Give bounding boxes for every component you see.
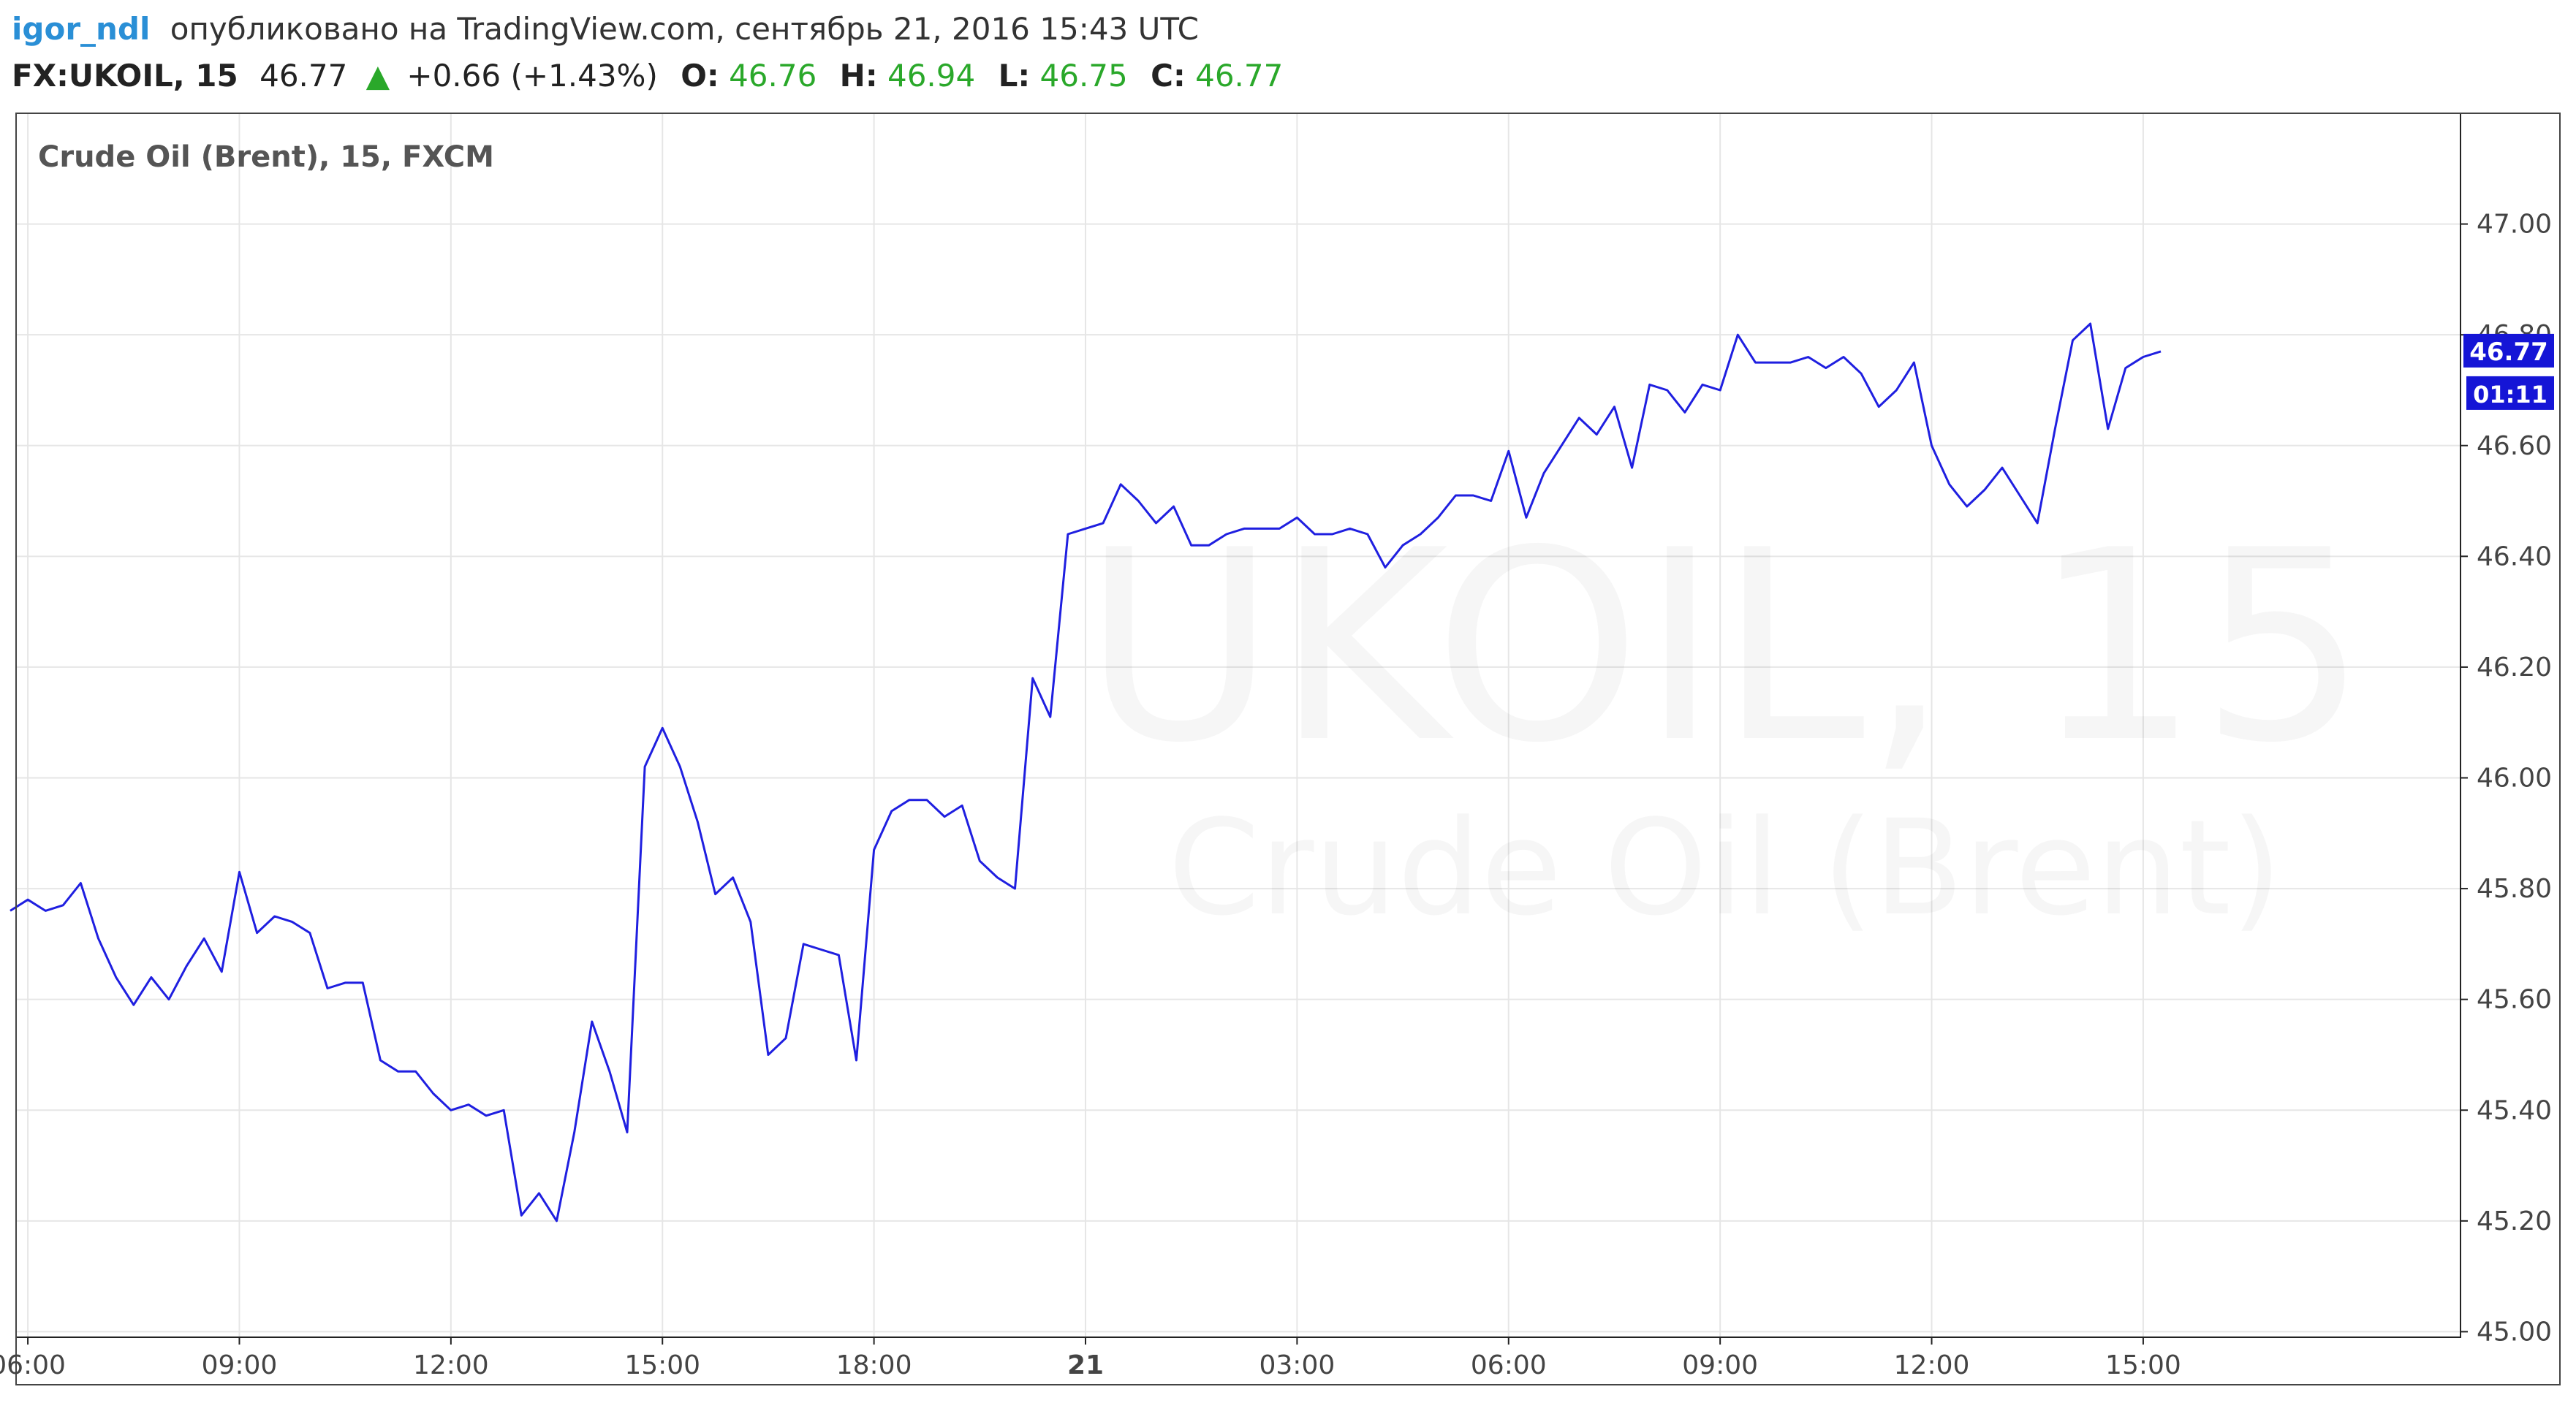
y-tick-label: 45.60 bbox=[2477, 985, 2552, 1015]
y-tick-label: 45.20 bbox=[2477, 1206, 2552, 1236]
price-tags: 46.77 01:11 bbox=[2463, 333, 2554, 410]
y-tick-label: 47.00 bbox=[2477, 210, 2552, 240]
close-label: C: bbox=[1151, 58, 1186, 94]
high-value: 46.94 bbox=[887, 58, 975, 94]
y-tick-label: 45.40 bbox=[2477, 1095, 2552, 1125]
y-tick-label: 46.20 bbox=[2477, 653, 2552, 683]
y-tick-label: 46.00 bbox=[2477, 764, 2552, 794]
countdown-label: 01:11 bbox=[2473, 381, 2547, 408]
up-arrow-icon: ▲ bbox=[366, 58, 390, 94]
y-tick-label: 45.00 bbox=[2477, 1317, 2552, 1347]
x-tick-label: 06:00 bbox=[0, 1350, 66, 1380]
low-value: 46.75 bbox=[1040, 58, 1128, 94]
close-value: 46.77 bbox=[1195, 58, 1283, 94]
last-price-tag bbox=[2463, 333, 2554, 368]
open-label: O: bbox=[681, 58, 719, 94]
published-text: опубликовано на TradingView.com, сентябр… bbox=[170, 11, 1199, 47]
author-link[interactable]: igor_ndl bbox=[12, 11, 150, 47]
grid bbox=[16, 113, 2461, 1337]
x-tick-label: 21 bbox=[1067, 1350, 1104, 1380]
x-tick-label: 09:00 bbox=[1682, 1350, 1758, 1380]
open-value: 46.76 bbox=[729, 58, 817, 94]
x-tick-label: 03:00 bbox=[1259, 1350, 1336, 1380]
y-tick-label: 46.60 bbox=[2477, 431, 2552, 461]
axes: 45.00 45.20 45.40 45.60 45.80 46.00 46.20 46.40… bbox=[0, 210, 2552, 1380]
x-tick-label: 12:00 bbox=[413, 1350, 489, 1380]
watermark-symbol: UKOIL, 15 bbox=[1083, 494, 2368, 800]
low-label: L: bbox=[999, 58, 1031, 94]
countdown-tag bbox=[2466, 376, 2554, 410]
high-label: H: bbox=[840, 58, 878, 94]
chart-title: Crude Oil (Brent), 15, FXCM bbox=[38, 140, 494, 174]
x-tick-label: 06:00 bbox=[1471, 1350, 1547, 1380]
y-tick-label: 45.80 bbox=[2477, 874, 2552, 904]
watermark-description: Crude Oil (Brent) bbox=[1168, 792, 2282, 945]
x-tick-label: 15:00 bbox=[2105, 1350, 2181, 1380]
series-line bbox=[10, 322, 2162, 1223]
header-line-1: igor_ndl опубликовано на TradingView.com… bbox=[12, 11, 1199, 47]
x-tick-label: 09:00 bbox=[202, 1350, 278, 1380]
y-tick-label: 46.40 bbox=[2477, 541, 2552, 571]
series-layer bbox=[10, 322, 2162, 1223]
x-tick-label: 15:00 bbox=[624, 1350, 700, 1380]
x-tick-label: 12:00 bbox=[1894, 1350, 1970, 1380]
last-price-label: 46.77 bbox=[2469, 338, 2548, 367]
x-tick-label: 18:00 bbox=[836, 1350, 912, 1380]
change-value: +0.66 (+1.43%) bbox=[406, 58, 657, 94]
chart-frame bbox=[15, 113, 2561, 1385]
last-price-value: 46.77 bbox=[260, 58, 347, 94]
symbol-label: FX:UKOIL, 15 bbox=[12, 58, 238, 94]
header-line-2: FX:UKOIL, 15 46.77 ▲ +0.66 (+1.43%) O: 4… bbox=[12, 58, 1283, 94]
